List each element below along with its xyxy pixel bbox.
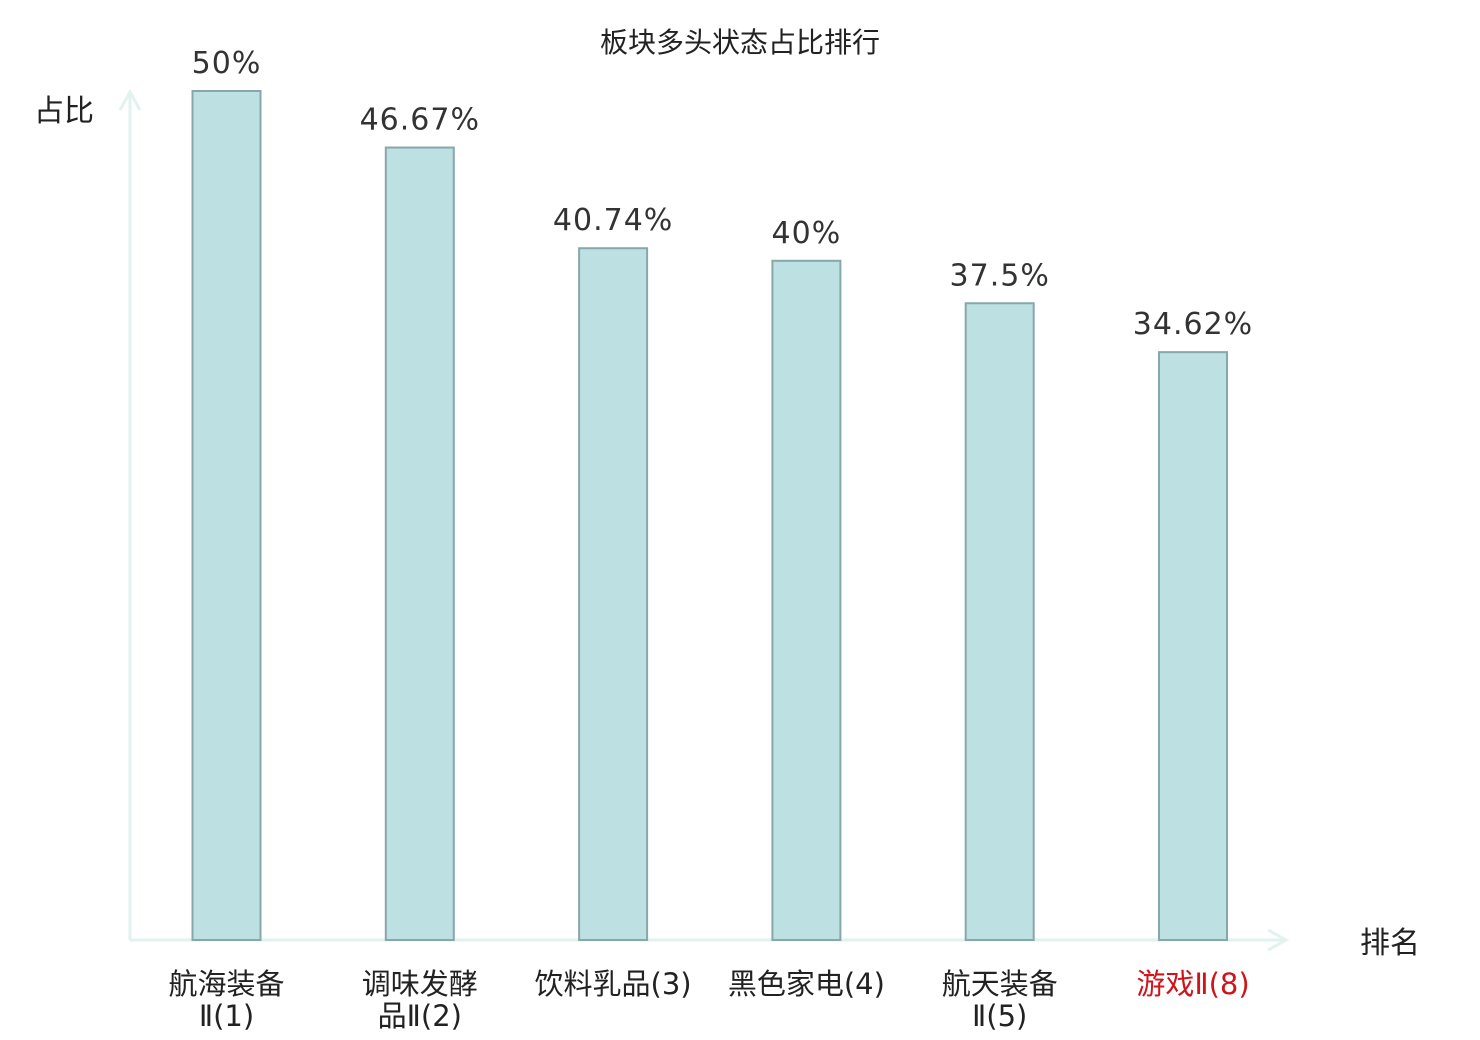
category-label-2: 调味发酵品Ⅱ(2): [362, 967, 478, 1033]
bar-3: [578, 247, 649, 941]
category-label-3: 饮料乳品(3): [535, 967, 692, 1001]
category-label-1: 航海装备 Ⅱ(1): [168, 967, 284, 1033]
y-axis-arrow-icon: [118, 88, 142, 111]
bars-group: [191, 90, 1228, 941]
category-label-6: 游戏Ⅱ(8): [1136, 967, 1249, 1001]
bar-4: [771, 259, 842, 941]
value-label-3: 40.74%: [553, 203, 673, 238]
x-axis-arrow-icon: [1267, 928, 1290, 952]
bar-6: [1158, 351, 1228, 941]
category-labels-group: 航海装备 Ⅱ(1) 调味发酵品Ⅱ(2) 饮料乳品(3) 黑色家电(4) 航天装备 Ⅱ(5) 游…: [168, 967, 1249, 1033]
value-label-5: 37.5%: [950, 258, 1050, 293]
value-label-6: 34.62%: [1133, 307, 1253, 342]
bar-2: [384, 146, 455, 941]
x-axis-label: 排名: [1360, 926, 1420, 961]
bar-1: [191, 90, 262, 941]
bar-5: [964, 302, 1035, 941]
y-axis-label: 占比: [34, 94, 94, 129]
axes: [118, 88, 1290, 952]
value-label-1: 50%: [192, 46, 262, 81]
value-label-2: 46.67%: [360, 103, 480, 138]
category-label-5: 航天装备 Ⅱ(5): [942, 967, 1058, 1033]
chart-title: 板块多头状态占比排行: [600, 26, 880, 59]
category-label-4: 黑色家电(4): [728, 967, 885, 1001]
value-label-4: 40%: [772, 216, 842, 251]
value-labels-group: 50% 46.67% 40.74% 40% 37.5% 34.62%: [192, 46, 1253, 342]
